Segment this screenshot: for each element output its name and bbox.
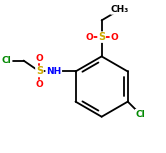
- Text: O: O: [36, 80, 43, 89]
- Text: CH₃: CH₃: [111, 5, 129, 14]
- Text: S: S: [36, 66, 43, 76]
- Text: NH: NH: [46, 67, 61, 76]
- Text: Cl: Cl: [135, 110, 145, 119]
- Text: O: O: [110, 33, 118, 42]
- Text: Cl: Cl: [2, 56, 12, 65]
- Text: O: O: [85, 33, 93, 42]
- Text: S: S: [98, 32, 105, 42]
- Text: O: O: [36, 54, 43, 63]
